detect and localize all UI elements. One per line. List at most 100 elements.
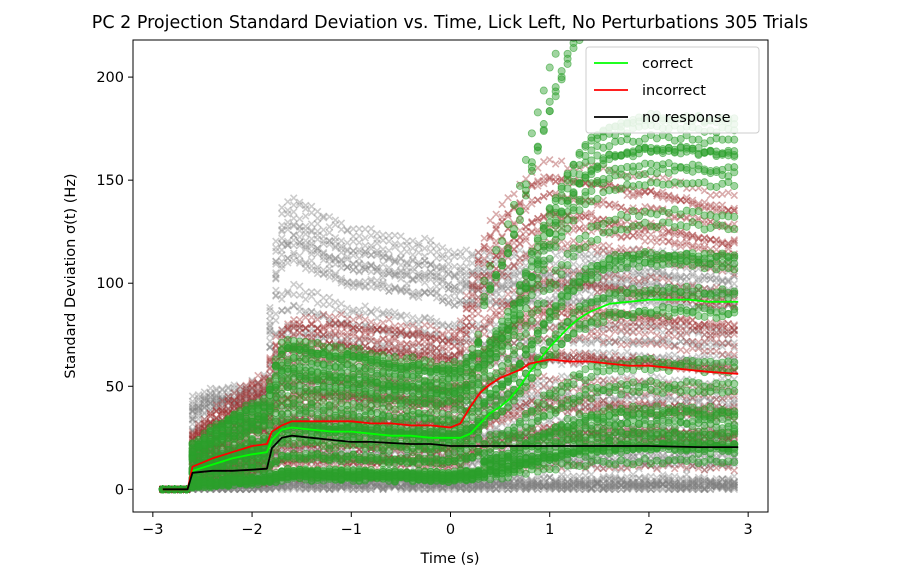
scatter-point [670, 482, 679, 491]
scatter-point [194, 406, 203, 415]
scatter-point [534, 485, 542, 494]
scatter-point [278, 485, 286, 494]
scatter-point [307, 242, 316, 250]
scatter-point [295, 238, 304, 247]
scatter-point [480, 485, 488, 494]
scatter-point [522, 485, 530, 494]
scatter-point [730, 483, 739, 491]
scatter-point [397, 485, 405, 494]
scatter-point [301, 484, 310, 493]
scatter-point [397, 268, 405, 276]
scatter-point [159, 485, 167, 494]
scatter-point [438, 485, 447, 494]
scatter-point [474, 485, 483, 494]
scatter-point [313, 244, 322, 253]
scatter-point [700, 484, 709, 493]
scatter-point [575, 482, 584, 491]
scatter-point [159, 485, 167, 494]
scatter-point [593, 485, 602, 494]
scatter-point [325, 253, 334, 261]
scatter-point [361, 260, 369, 269]
scatter-point [694, 485, 703, 494]
scatter-point [432, 483, 441, 491]
scatter-point [468, 485, 477, 494]
scatter-point [450, 485, 459, 494]
scatter-point [665, 485, 673, 494]
scatter-point [307, 485, 316, 493]
scatter-point [706, 485, 715, 494]
scatter-point [242, 392, 250, 400]
scatter-point [540, 483, 548, 491]
scatter-point [599, 485, 608, 493]
scatter-point [278, 240, 286, 248]
chart-title: PC 2 Projection Standard Deviation vs. T… [92, 13, 808, 33]
scatter-point [289, 231, 298, 240]
scatter-point [373, 482, 381, 491]
scatter-point [623, 483, 631, 492]
scatter-point [385, 264, 393, 272]
scatter-point [551, 484, 560, 493]
scatter-point [379, 485, 387, 493]
scatter-point [462, 482, 471, 491]
scatter-point [653, 485, 661, 494]
scatter-point [504, 485, 512, 494]
scatter-point [557, 485, 566, 493]
scatter-point [516, 484, 524, 493]
scatter-point [456, 484, 465, 493]
scatter-point [611, 485, 619, 494]
scatter-point [206, 399, 215, 407]
scatter-point [641, 483, 649, 492]
scatter-point [367, 262, 375, 270]
scatter-point [629, 483, 637, 491]
scatter-point [355, 485, 363, 494]
scatter-point [659, 485, 667, 494]
scatter-point [319, 250, 328, 258]
scatter-point [409, 485, 417, 493]
scatter-point [563, 485, 572, 494]
scatter-point [486, 485, 494, 494]
scatter-point [224, 395, 233, 404]
scatter-point [391, 270, 399, 278]
scatter-point [367, 485, 375, 494]
scatter-point [373, 266, 381, 275]
scatter-point [284, 239, 292, 248]
scatter-point [337, 256, 346, 265]
scatter-point [587, 484, 596, 492]
scatter-point [188, 407, 197, 415]
scatter-point [266, 327, 274, 336]
scatter-point [331, 256, 340, 264]
scatter-point [510, 485, 518, 493]
scatter-point [325, 485, 334, 494]
scatter-point [414, 485, 423, 494]
scatter-point [230, 399, 238, 407]
scatter-point [218, 399, 227, 408]
scatter-point [236, 397, 244, 405]
scatter-point [498, 485, 506, 494]
scatter-point [492, 485, 500, 494]
scatter-point [212, 397, 221, 405]
scatter-point [313, 483, 322, 491]
scatter-point [349, 260, 358, 269]
scatter-point [254, 391, 262, 399]
scatter-point [289, 482, 298, 491]
scatter-point [569, 484, 578, 492]
scatter-point [260, 485, 268, 494]
scatter-point [349, 485, 358, 494]
scatter-point [724, 483, 733, 491]
scatter-point [343, 485, 352, 494]
scatter-point [688, 485, 697, 494]
scatter-point [617, 485, 625, 494]
scatter-point [647, 485, 655, 494]
scatter-point [295, 484, 304, 492]
scatter-point [272, 271, 280, 279]
scatter-point [355, 260, 363, 269]
scatter-point [200, 400, 209, 409]
scatter-point [361, 485, 369, 494]
scatter-point [712, 482, 721, 491]
scatter-point [581, 485, 590, 494]
scatter-point [331, 485, 340, 494]
scatter-point [385, 484, 393, 492]
scatter-point [605, 485, 614, 494]
scatter-point [403, 268, 411, 277]
